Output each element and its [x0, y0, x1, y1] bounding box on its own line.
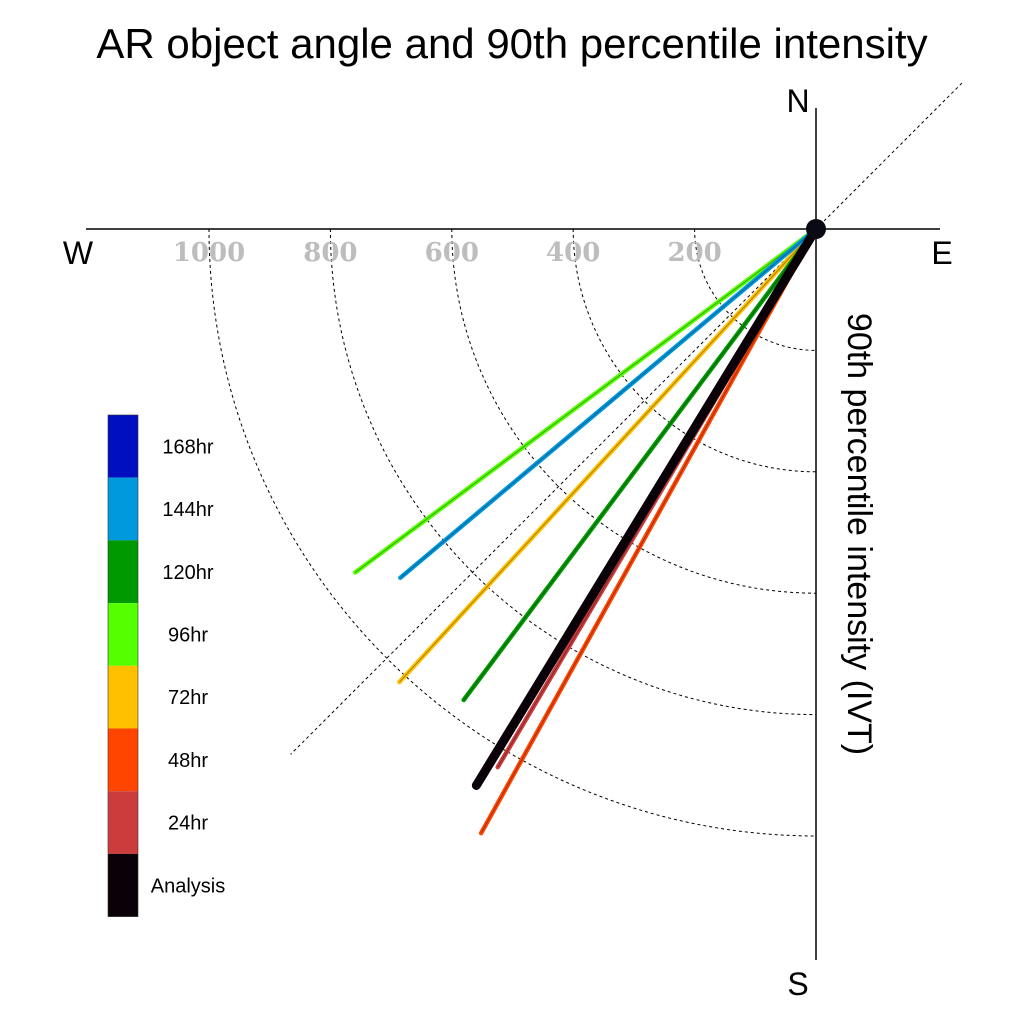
- legend-label: 72hr: [168, 687, 208, 709]
- vector-outline: [399, 228, 817, 683]
- legend-label: 24hr: [168, 813, 208, 835]
- radial-axis-label: 90th percentile intensity (IVT): [840, 313, 878, 755]
- vector-outline: [480, 228, 817, 834]
- vector-analysis: [471, 224, 821, 790]
- east-label: E: [931, 235, 952, 271]
- compass-axes: [86, 82, 963, 960]
- legend-swatch: [108, 603, 138, 666]
- radial-tick-label: 400: [546, 238, 600, 268]
- radial-arc: [329, 228, 817, 716]
- legend-label: 168hr: [162, 436, 213, 458]
- legend-label: 120hr: [162, 562, 213, 584]
- radial-tick-labels: 200 400 600 800 1000: [173, 238, 722, 268]
- legend-swatch: [108, 415, 138, 478]
- vector-outline: [463, 228, 817, 701]
- legend-swatch: [108, 728, 138, 792]
- north-label: N: [786, 83, 809, 119]
- south-label: S: [787, 966, 808, 1002]
- radial-arc: [208, 228, 817, 837]
- legend: 168hr 144hr 120hr 96hr 72hr 48hr 24hr Analysis: [107, 414, 225, 917]
- vector-96hr: [352, 226, 819, 575]
- vector-72hr: [397, 226, 819, 685]
- radial-tick-label: 200: [667, 238, 721, 268]
- legend-label: 144hr: [162, 499, 213, 521]
- legend-swatch: [108, 791, 138, 854]
- legend-swatch: [108, 477, 138, 541]
- radial-arc: [694, 228, 817, 351]
- vector-48hr: [478, 226, 819, 836]
- radial-arc: [572, 228, 817, 473]
- vector-outline: [399, 228, 817, 579]
- radial-tick-label: 1000: [173, 238, 245, 268]
- vector-120hr: [461, 226, 819, 703]
- radial-arc: [451, 228, 817, 594]
- west-label: W: [63, 235, 94, 271]
- legend-label: Analysis: [151, 875, 225, 897]
- radial-tick-label: 800: [303, 238, 357, 268]
- legend-swatch: [108, 540, 138, 604]
- reference-diagonal-line: [290, 82, 963, 755]
- chart-title: AR object angle and 90th percentile inte…: [96, 20, 927, 67]
- legend-label: 96hr: [168, 624, 208, 646]
- origin-dot: [806, 219, 826, 239]
- series-vectors: [352, 219, 826, 836]
- legend-swatch: [108, 665, 138, 729]
- radial-tick-label: 600: [425, 238, 479, 268]
- vector-144hr: [398, 226, 819, 581]
- vector-outline: [354, 228, 817, 573]
- radial-arcs: [208, 228, 817, 837]
- legend-swatch: [108, 853, 138, 917]
- legend-label: 48hr: [168, 750, 208, 772]
- legend-border: [107, 414, 139, 917]
